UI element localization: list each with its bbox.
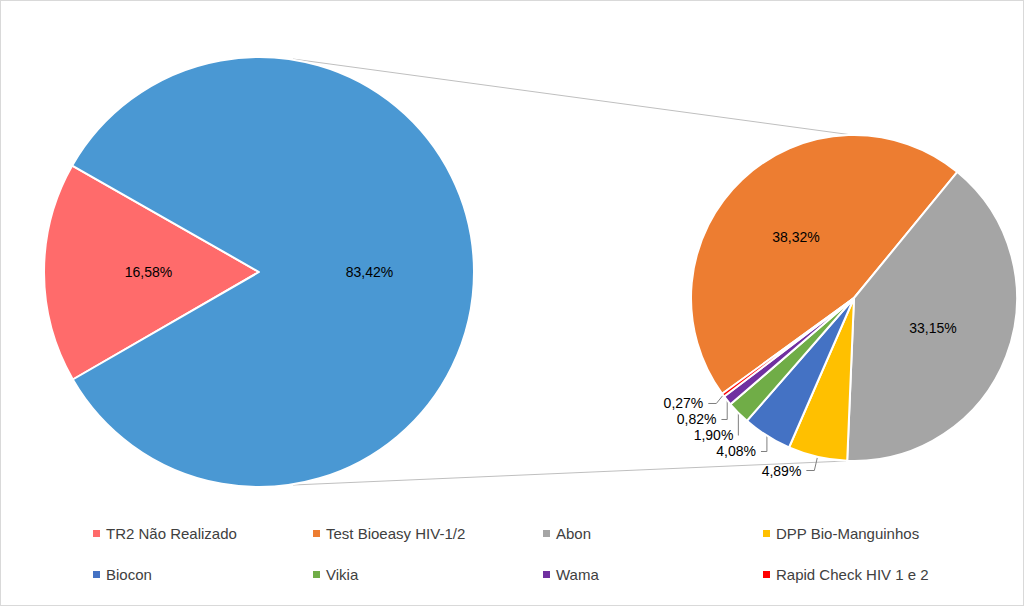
svg-text:83,42%: 83,42% bbox=[346, 264, 393, 280]
svg-text:Wama: Wama bbox=[556, 566, 599, 583]
svg-text:0,82%: 0,82% bbox=[677, 411, 717, 427]
svg-text:0,27%: 0,27% bbox=[664, 395, 704, 411]
svg-text:DPP Bio-Manguinhos: DPP Bio-Manguinhos bbox=[776, 525, 919, 542]
svg-text:Biocon: Biocon bbox=[106, 566, 152, 583]
svg-text:Abon: Abon bbox=[556, 525, 591, 542]
svg-text:4,08%: 4,08% bbox=[716, 443, 756, 459]
svg-text:38,32%: 38,32% bbox=[772, 229, 819, 245]
svg-text:Test Bioeasy HIV-1/2: Test Bioeasy HIV-1/2 bbox=[326, 525, 465, 542]
svg-text:TR2 Não Realizado: TR2 Não Realizado bbox=[106, 525, 237, 542]
svg-text:4,89%: 4,89% bbox=[762, 463, 802, 479]
svg-text:Rapid Check HIV 1 e 2: Rapid Check HIV 1 e 2 bbox=[776, 566, 929, 583]
svg-text:33,15%: 33,15% bbox=[909, 320, 956, 336]
svg-text:Vikia: Vikia bbox=[326, 566, 359, 583]
svg-text:1,90%: 1,90% bbox=[694, 427, 734, 443]
svg-text:16,58%: 16,58% bbox=[125, 264, 172, 280]
